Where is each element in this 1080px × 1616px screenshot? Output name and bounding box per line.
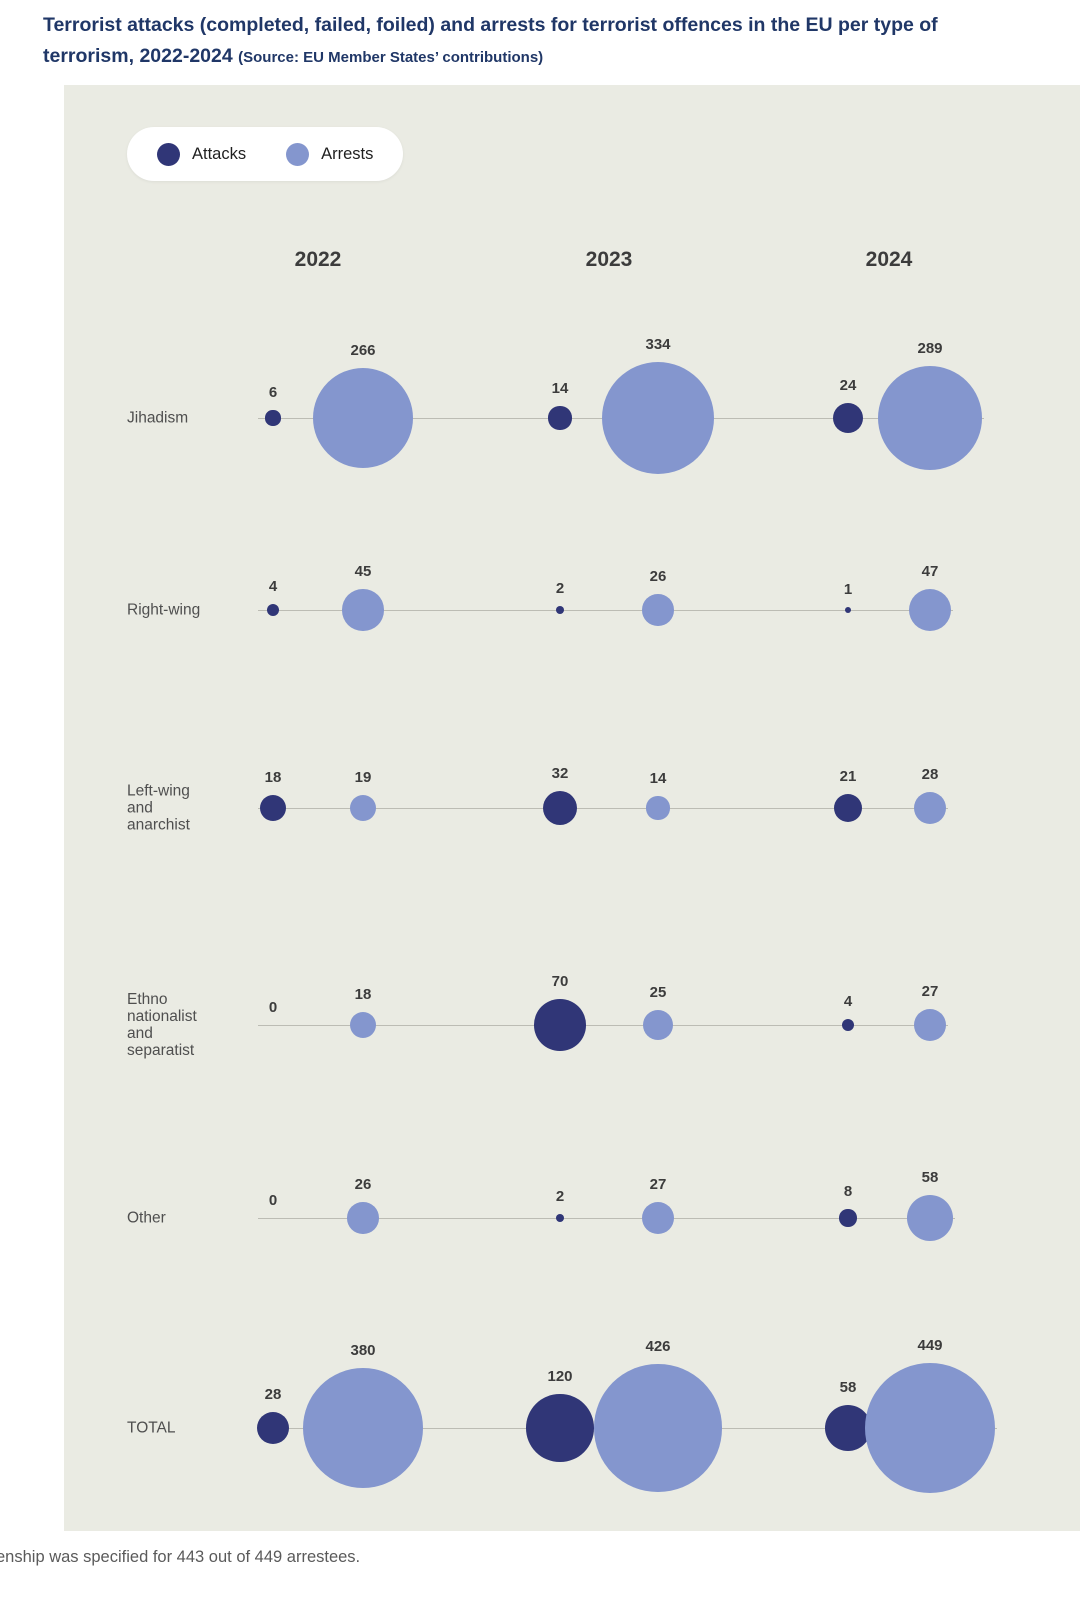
bubble-attacks [555,1213,565,1223]
year-header-2023: 2023 [585,248,633,271]
year-header-2024: 2024 [865,248,913,271]
bubble-attacks [542,790,578,826]
value-label: 26 [354,1176,372,1194]
chart-title: Terrorist attacks (completed, failed, fo… [43,10,958,73]
bubble-arrests [908,588,952,632]
bubble-arrests [913,791,947,825]
bubble-attacks [555,605,565,615]
value-label: 47 [921,562,939,580]
bubble-arrests [906,1194,954,1242]
value-label: 32 [551,764,569,782]
bubble-arrests [877,365,983,471]
legend-item-attacks: Attacks [157,142,247,166]
footer-note: enship was specified for 443 out of 449 … [0,1548,361,1566]
value-label: 19 [354,768,372,786]
bubble-arrests [349,1011,377,1039]
value-label: 27 [921,982,939,1000]
bubble-attacks [259,794,287,822]
value-label: 289 [917,339,943,357]
value-label: 120 [547,1368,573,1386]
bubble-attacks [534,999,586,1051]
row-label: Ethno nationalist and separatist [127,991,197,1059]
value-label: 4 [268,577,278,595]
year-header-2022: 2022 [294,248,342,271]
value-label: 28 [264,1385,282,1403]
bubble-attacks [266,603,280,617]
row-label: TOTAL [127,1419,176,1437]
bubble-arrests [342,589,384,631]
bubble-attacks [839,1209,857,1227]
bubble-arrests [641,1201,674,1234]
value-label: 28 [921,765,939,783]
bubble-arrests [302,1367,424,1489]
legend-label-arrests: Arrests [321,144,374,163]
value-label: 14 [551,380,569,398]
value-label: 0 [268,999,278,1016]
row-label: Other [127,1209,166,1227]
value-label: 18 [354,985,372,1003]
bubble-arrests [642,1009,674,1041]
legend-label-attacks: Attacks [192,144,247,163]
chart-title-source: (Source: EU Member States’ contributions… [238,49,544,66]
value-label: 0 [268,1192,278,1209]
bubble-arrests [642,594,674,626]
value-label: 27 [649,1175,667,1193]
value-label: 58 [921,1168,939,1186]
row-label: Left-wing and anarchist [127,782,190,834]
value-label: 70 [551,973,569,991]
value-label: 266 [350,341,376,359]
bubble-arrests [864,1362,996,1494]
value-label: 18 [264,768,282,786]
bubble-attacks [824,1404,872,1452]
attacks-swatch-icon [157,142,180,166]
value-label: 58 [839,1378,857,1396]
row-label: Right-wing [127,601,201,619]
bubble-attacks [526,1394,594,1462]
value-label: 6 [268,384,278,402]
value-label: 426 [645,1338,671,1356]
value-label: 2 [555,579,565,597]
bubble-arrests [347,1202,379,1234]
value-label: 45 [354,563,372,581]
bubble-attacks [265,410,281,426]
legend-item-arrests: Arrests [286,142,374,166]
bubble-attacks [841,1018,855,1032]
value-label: 1 [843,580,853,598]
arrests-swatch-icon [286,142,310,166]
value-label: 24 [839,376,857,394]
value-label: 449 [917,1336,943,1354]
value-label: 4 [843,992,853,1010]
bubble-arrests [312,367,414,469]
grid-line [258,609,954,611]
bubble-attacks [256,1411,290,1445]
bubble-attacks [832,402,864,434]
bubble-attacks [833,793,863,823]
bubble-arrests [594,1364,722,1492]
bubble-arrests [601,361,715,475]
value-label: 8 [843,1183,853,1201]
value-label: 21 [839,767,857,785]
value-label: 25 [649,983,667,1001]
chart-legend: Attacks Arrests [127,127,404,181]
grid-line [258,1217,956,1219]
chart-title-main: Terrorist attacks (completed, failed, fo… [43,14,938,67]
value-label: 380 [350,1341,376,1359]
grid-line [258,1024,948,1026]
bubble-arrests [913,1008,946,1041]
value-label: 26 [649,568,667,586]
bubble-arrests [349,794,377,822]
grid-line [258,807,949,809]
value-label: 2 [555,1187,565,1205]
bubble-attacks [844,606,852,614]
value-label: 14 [649,770,667,788]
row-label: Jihadism [127,409,189,427]
bubble-arrests [646,796,670,820]
bubble-attacks [548,406,572,430]
value-label: 334 [645,335,671,353]
